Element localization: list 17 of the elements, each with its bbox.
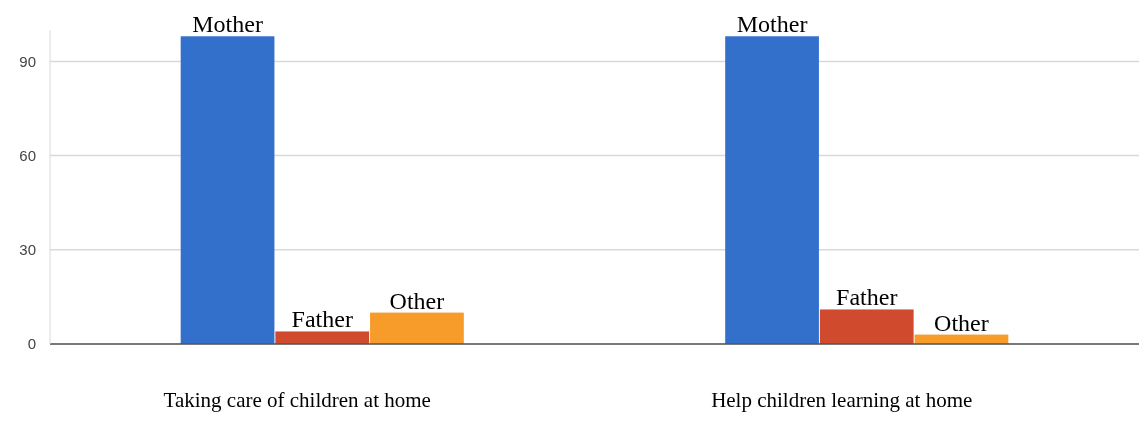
series-label: Mother (192, 11, 263, 38)
bar (275, 331, 370, 344)
bar (819, 309, 914, 344)
series-label: Other (389, 287, 445, 314)
x-tick-label: Help children learning at home (711, 388, 973, 412)
y-tick-label: 60 (19, 146, 36, 164)
bar (725, 36, 819, 344)
text: Mother (736, 11, 808, 38)
text: Other (934, 309, 989, 336)
bar (180, 36, 275, 344)
y-tick-label: 90 (19, 52, 36, 70)
y-tick-label: 30 (19, 241, 36, 259)
text: Father (836, 284, 898, 311)
x-tick-label: Taking care of children at home (163, 388, 431, 412)
bar (370, 312, 464, 344)
y-tick-label: 0 (27, 335, 36, 353)
series-label: Father (291, 306, 353, 333)
